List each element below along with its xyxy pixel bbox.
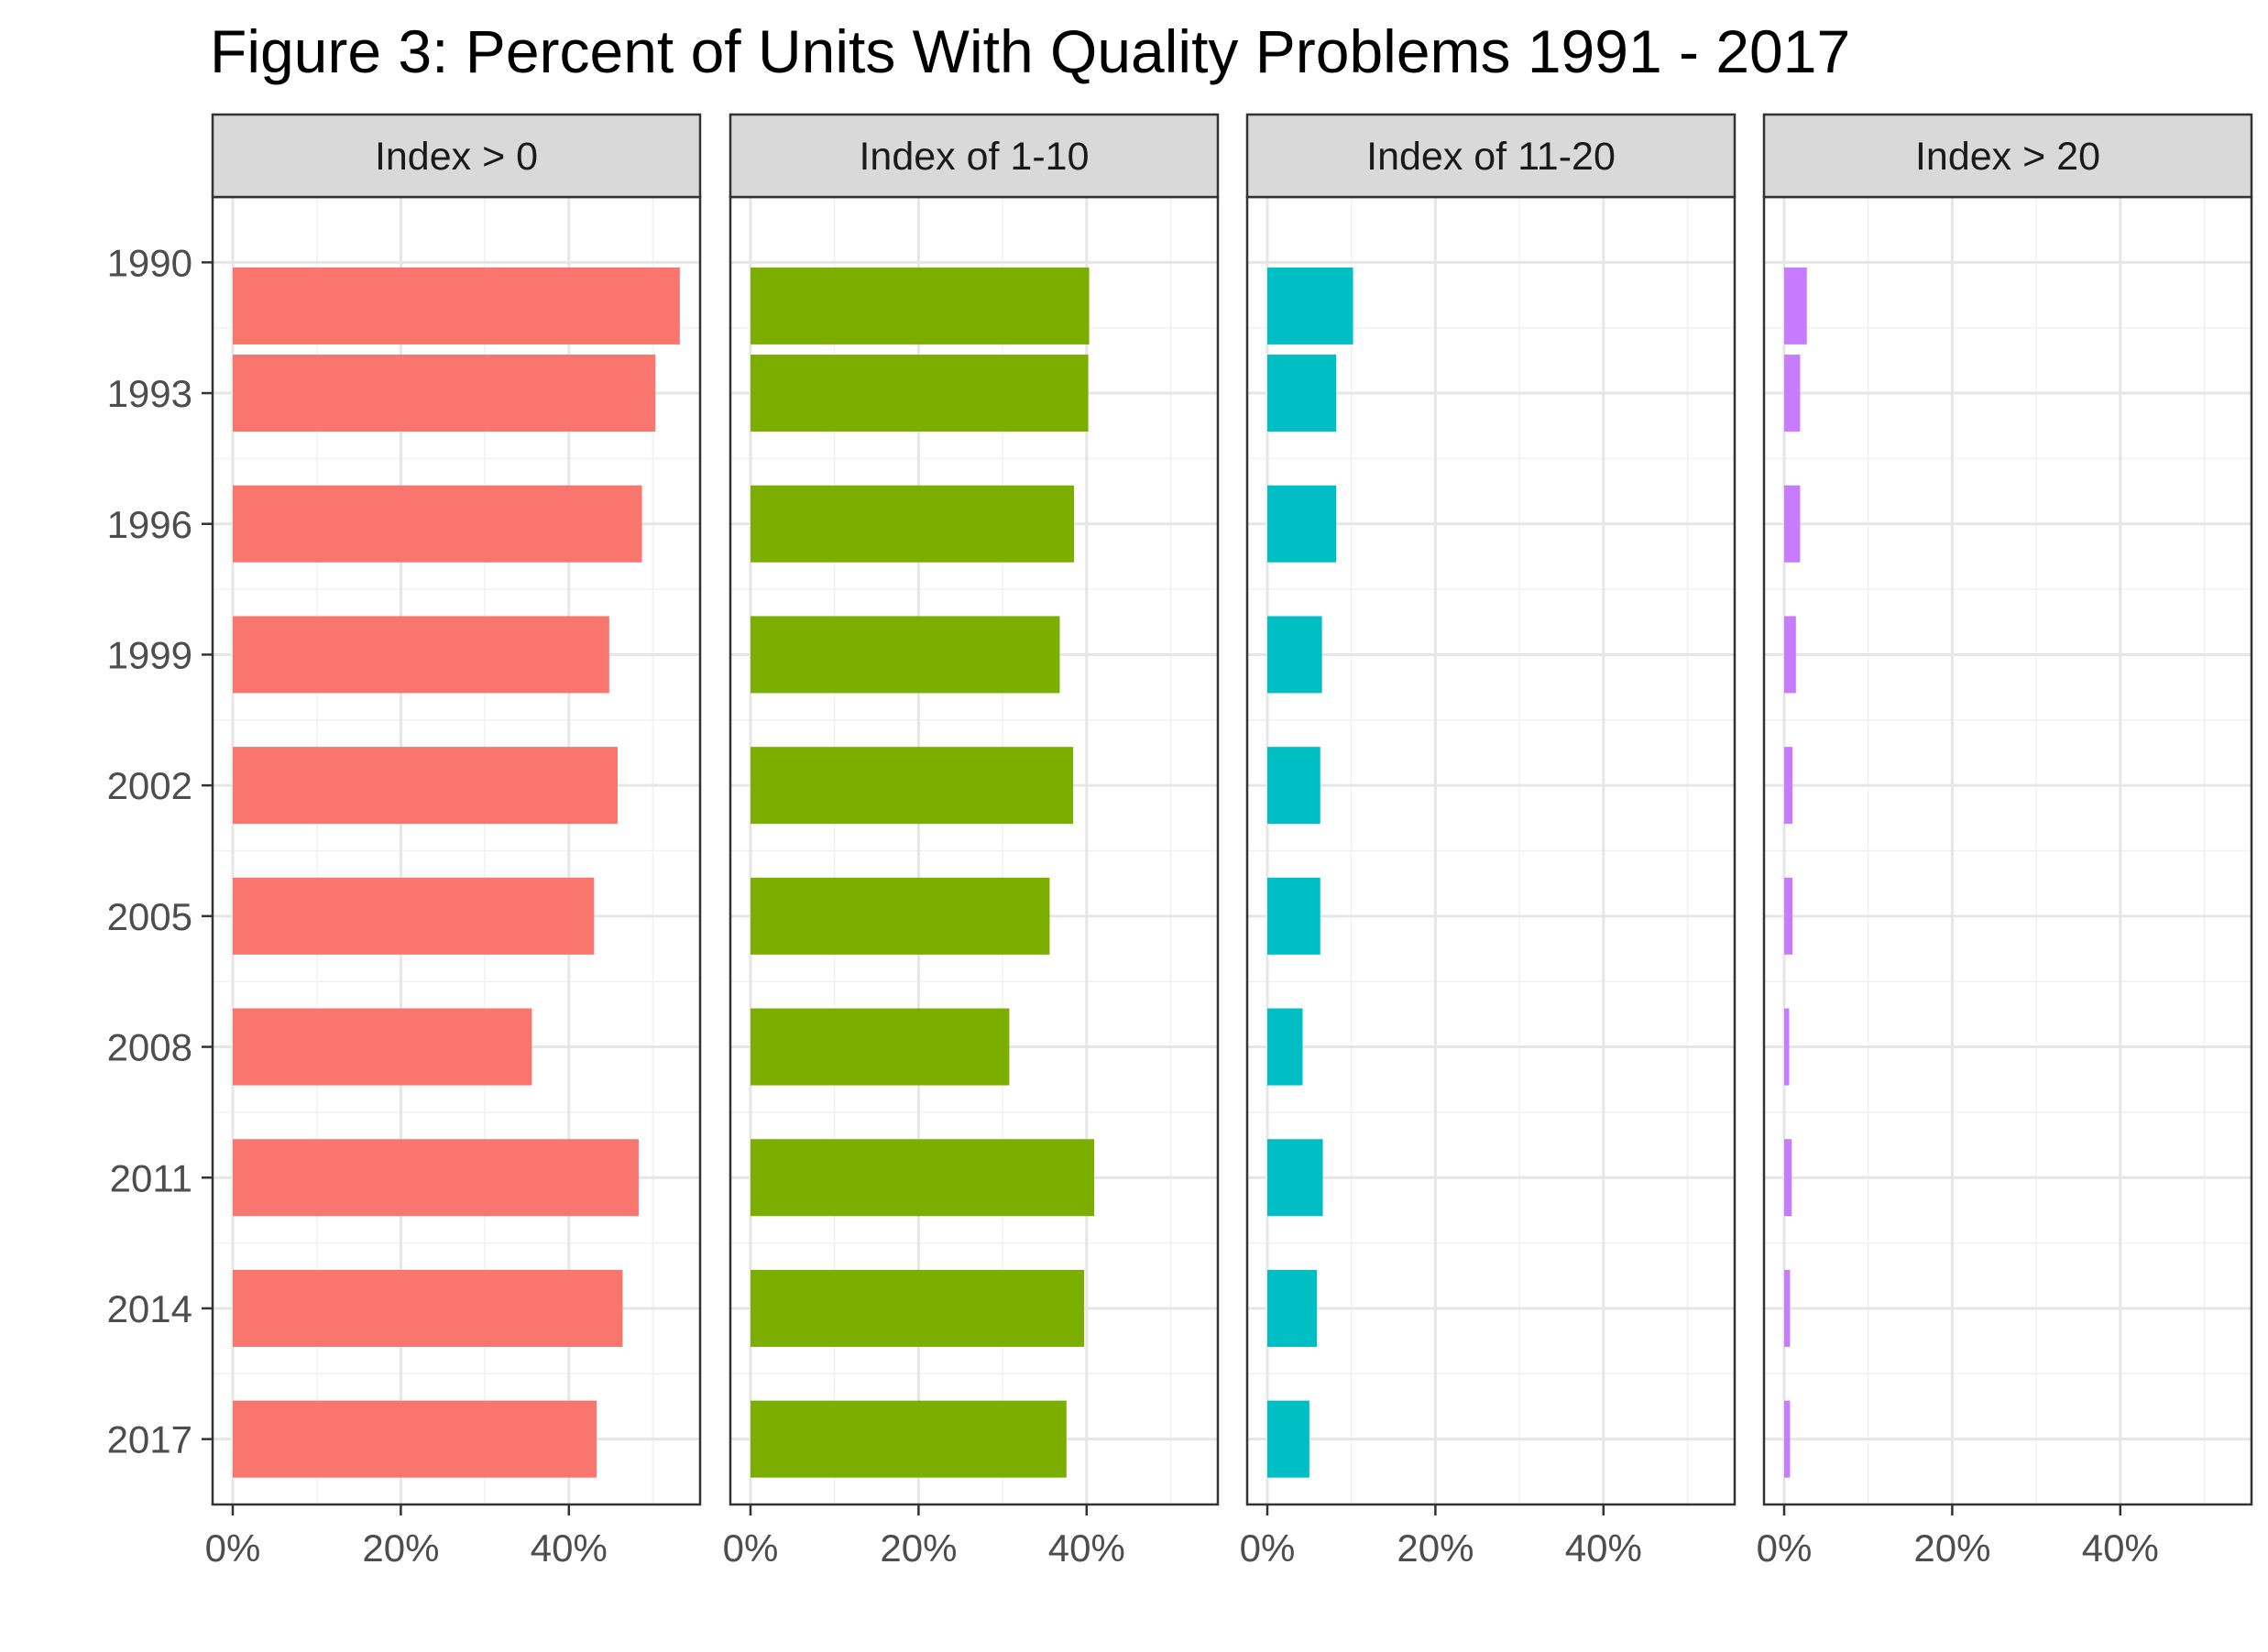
bar [233, 355, 656, 432]
bar [233, 267, 680, 345]
x-tick-label: 0% [1757, 1526, 1813, 1570]
x-tick-label: 0% [205, 1526, 261, 1570]
bar [1267, 485, 1337, 563]
bar [233, 877, 595, 955]
facet-strip [729, 113, 1220, 199]
bar [233, 1008, 532, 1086]
x-tick-label: 40% [531, 1526, 608, 1570]
x-tick-label: 40% [2082, 1526, 2159, 1570]
bar [233, 1139, 639, 1217]
bar [1267, 1400, 1309, 1478]
bar [1784, 1400, 1791, 1478]
bar [1784, 616, 1796, 694]
bar [1784, 747, 1793, 825]
y-tick-label: 2002 [107, 764, 192, 807]
bar [1784, 877, 1793, 955]
bar [1784, 355, 1801, 432]
bar [751, 1269, 1085, 1347]
x-tick-label: 20% [880, 1526, 957, 1570]
y-tick-label: 2017 [107, 1418, 192, 1461]
bar [1267, 1269, 1318, 1347]
facet-strip-label: Index of 1-10 [859, 135, 1089, 179]
bar [751, 1008, 1010, 1086]
y-tick-label: 2008 [107, 1026, 192, 1069]
facet-strip-label: Index > 0 [375, 135, 538, 179]
bar [1267, 616, 1322, 694]
bar [1784, 1139, 1792, 1217]
bar [233, 747, 618, 825]
bar [751, 355, 1089, 432]
facet-strip [1762, 113, 2253, 199]
x-tick-label: 40% [1565, 1526, 1642, 1570]
bar [1267, 747, 1320, 825]
x-tick-label: 20% [1913, 1526, 1990, 1570]
x-tick-label: 0% [723, 1526, 779, 1570]
y-tick-label: 1996 [107, 503, 192, 546]
bar [751, 1139, 1095, 1217]
bar [1267, 267, 1353, 345]
bar [233, 1269, 623, 1347]
facet-strip-label: Index of 11-20 [1366, 135, 1616, 179]
y-tick-label: 2011 [110, 1156, 192, 1199]
bar [751, 877, 1050, 955]
y-tick-label: 1999 [107, 633, 192, 676]
bar [751, 267, 1090, 345]
bar [1784, 485, 1801, 563]
bar [233, 485, 642, 563]
bar [233, 616, 609, 694]
y-tick-label: 2005 [107, 895, 192, 938]
bar [751, 747, 1074, 825]
y-tick-label: 2014 [107, 1287, 192, 1330]
bar [1267, 877, 1320, 955]
bar [1784, 1008, 1790, 1086]
bar [1267, 1008, 1303, 1086]
bar [751, 485, 1075, 563]
chart-title: Figure 3: Percent of Units With Quality … [210, 17, 1851, 85]
y-tick-label: 1993 [107, 372, 192, 415]
facet-strip [211, 113, 702, 199]
bar [1784, 1269, 1791, 1347]
y-tick-label: 1990 [107, 241, 192, 284]
x-tick-label: 20% [362, 1526, 439, 1570]
bar [233, 1400, 597, 1478]
facet-strip [1245, 113, 1737, 199]
facet-strip-label: Index > 20 [1915, 135, 2100, 179]
x-tick-label: 0% [1240, 1526, 1296, 1570]
x-tick-label: 40% [1048, 1526, 1125, 1570]
bar [1267, 1139, 1323, 1217]
bar [751, 1400, 1067, 1478]
bar [751, 616, 1060, 694]
bar [1267, 355, 1337, 432]
x-tick-label: 20% [1397, 1526, 1474, 1570]
bar [1784, 267, 1807, 345]
